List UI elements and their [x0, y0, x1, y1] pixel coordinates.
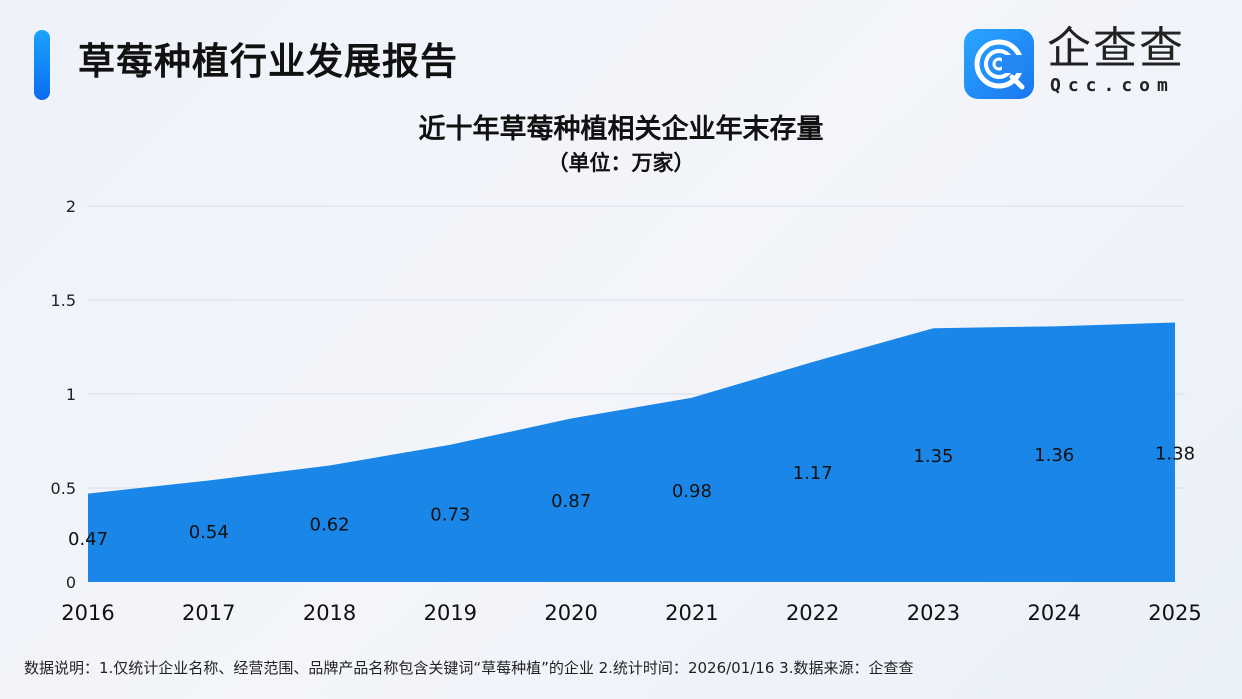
data-label: 0.98 [672, 481, 712, 502]
y-tick-label: 1 [66, 385, 76, 404]
brand-name: 企查查 [1047, 23, 1185, 74]
y-tick-label: 2 [66, 197, 76, 216]
data-label: 0.47 [68, 529, 108, 550]
x-tick-label: 2016 [61, 601, 114, 625]
x-tick-label: 2025 [1148, 601, 1201, 625]
x-tick-label: 2021 [665, 601, 718, 625]
x-tick-label: 2024 [1027, 601, 1080, 625]
chart-subtitle: （单位：万家） [547, 151, 695, 175]
x-tick-label: 2019 [424, 601, 477, 625]
data-label: 1.36 [1034, 445, 1074, 466]
data-label: 0.87 [551, 491, 591, 512]
title-accent-bar [34, 30, 50, 100]
footnote: 数据说明：1.仅统计企业名称、经营范围、品牌产品名称包含关键词“草莓种植”的企业… [24, 659, 914, 677]
data-label: 0.73 [430, 504, 470, 525]
data-label: 1.38 [1155, 443, 1195, 464]
y-tick-label: 0.5 [51, 479, 76, 498]
x-tick-label: 2022 [786, 601, 839, 625]
x-tick-label: 2023 [907, 601, 960, 625]
y-tick-label: 0 [66, 573, 76, 592]
x-tick-label: 2017 [182, 601, 235, 625]
chart-title: 近十年草莓种植相关企业年末存量 [418, 114, 824, 145]
data-label: 1.17 [793, 463, 833, 484]
page-title: 草莓种植行业发展报告 [78, 40, 458, 83]
qcc-logo-icon [964, 29, 1034, 99]
area-series [88, 322, 1175, 582]
brand-domain: Qcc.com [1050, 75, 1175, 96]
x-tick-label: 2020 [544, 601, 597, 625]
data-label: 0.62 [310, 515, 350, 536]
data-label: 0.54 [189, 522, 229, 543]
y-tick-label: 1.5 [51, 291, 76, 310]
x-tick-label: 2018 [303, 601, 356, 625]
data-label: 1.35 [913, 446, 953, 467]
